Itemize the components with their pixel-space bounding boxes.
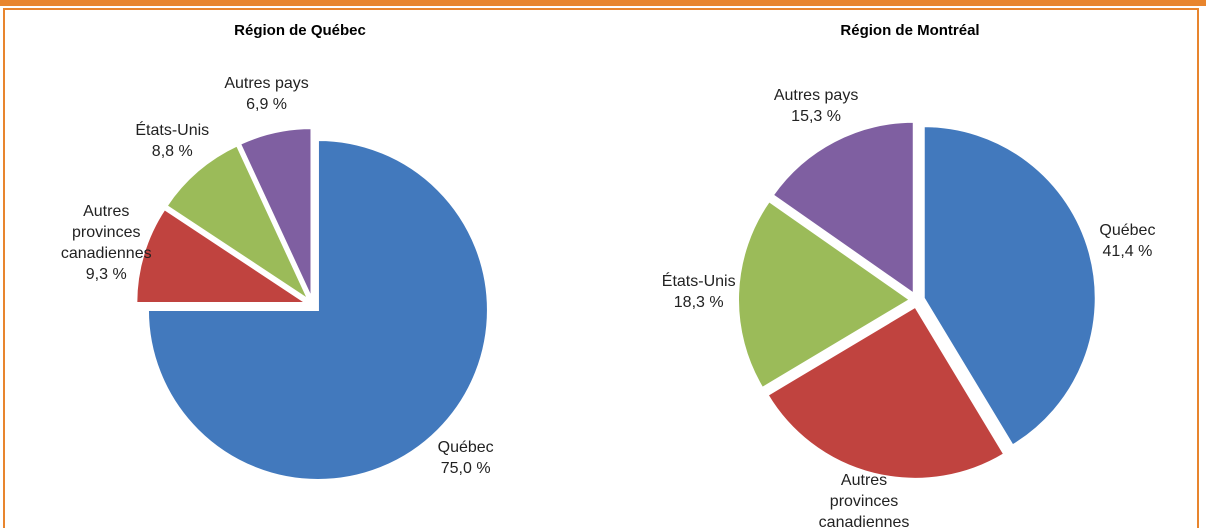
slice-label: Québec 41,4 %	[1072, 220, 1182, 262]
slice-label: Autres provinces canadiennes25,1 %	[809, 470, 919, 531]
value-label: 9,3 %	[85, 265, 127, 283]
pie-slice	[165, 144, 311, 303]
frame	[3, 8, 1199, 528]
value-label: 15,3 %	[791, 108, 841, 126]
value-label: 18,3 %	[673, 294, 724, 312]
category-label: Autres provinces canadiennes	[818, 471, 910, 531]
slice-label: Autres pays 15,3 %	[761, 85, 871, 127]
pie-slice	[922, 125, 1097, 447]
category-label: Québec	[1099, 222, 1156, 240]
category-label: États-Unis	[135, 122, 210, 140]
slice-label: Autres pays 6,9 %	[212, 73, 322, 115]
pie-slice	[146, 138, 489, 481]
value-label: 75,0 %	[440, 459, 491, 477]
category-label: Québec	[437, 438, 494, 456]
pie-slice	[771, 120, 915, 296]
category-label: Autres provinces canadiennes	[60, 202, 152, 262]
value-label: 41,4 %	[1102, 243, 1153, 261]
slice-label: États-Unis 8,8 %	[117, 120, 227, 162]
slice-label: États-Unis 18,3 %	[644, 271, 754, 313]
chart-title: Région de Québec	[234, 22, 366, 39]
pie-slice	[766, 305, 1006, 480]
pie-slice	[737, 199, 912, 390]
pie-slice	[135, 207, 310, 304]
category-label: États-Unis	[661, 273, 736, 291]
value-label: 6,9 %	[246, 96, 288, 114]
pie-slice	[238, 127, 313, 299]
category-label: Autres pays	[224, 75, 309, 93]
top-bar	[0, 0, 1206, 6]
slice-label: Autres provinces canadiennes 9,3 %	[51, 201, 161, 285]
slice-label: Québec 75,0 %	[411, 437, 521, 479]
category-label: Autres pays	[773, 87, 859, 105]
value-label: 8,8 %	[151, 143, 193, 161]
chart-title: Région de Montréal	[840, 22, 980, 39]
